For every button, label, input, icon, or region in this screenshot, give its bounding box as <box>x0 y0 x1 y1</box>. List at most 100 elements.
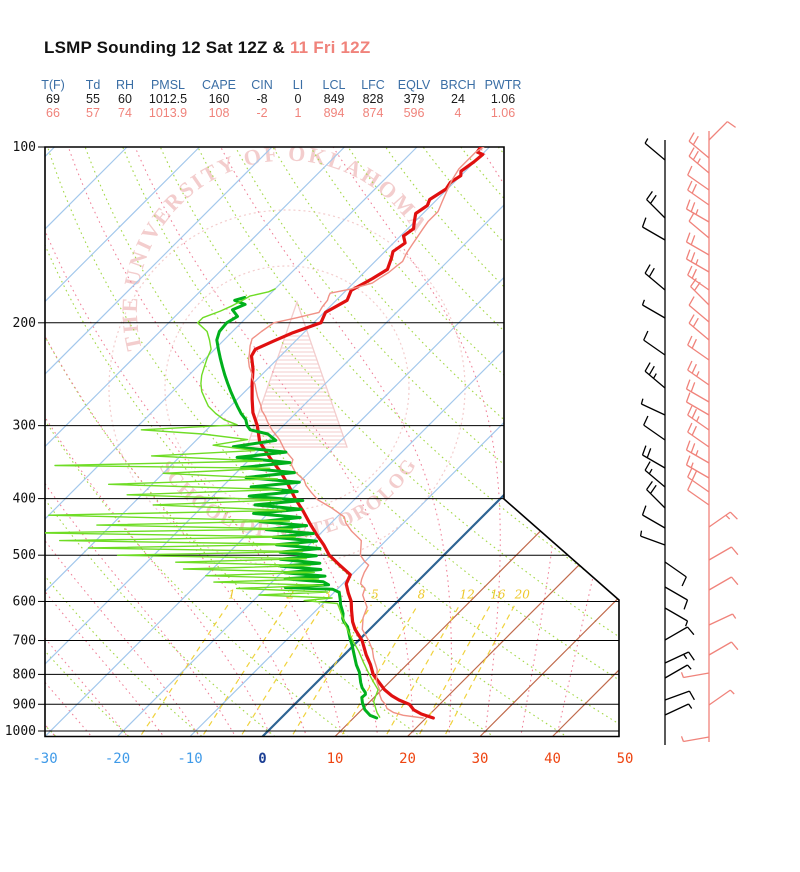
wind-barb <box>641 505 666 529</box>
pressure-tick-label: 200 <box>13 316 36 331</box>
wind-barb <box>685 232 710 256</box>
stats-table: T(F) Td RH PMSL CAPE CIN LI LCL LFC EQLV BRCH PWTR 6… <box>30 78 526 120</box>
page-title: LSMP Sounding 12 Sat 12Z & 11 Fri 12Z <box>44 38 370 58</box>
wind-barb <box>688 132 710 159</box>
pressure-lines: 100 200 300 400 500 600 700 800 900 1000 <box>5 140 619 739</box>
wind-barb <box>644 461 666 488</box>
mixing-ratio-label: 20 <box>514 588 531 602</box>
pressure-tick-label: 900 <box>13 697 36 712</box>
stat-header: CIN <box>251 78 273 92</box>
temp-tick-label: -10 <box>177 751 202 767</box>
stat-value: 69 <box>46 92 60 106</box>
watermark-text-top: THE UNIVERSITY OF OKLAHOMA <box>117 140 434 353</box>
stat-header: PWTR <box>484 78 522 92</box>
wind-barb <box>685 392 710 416</box>
wind-barb <box>641 217 666 241</box>
stat-header: T(F) <box>41 78 65 92</box>
pressure-tick-label: 400 <box>13 492 36 507</box>
wind-barb <box>641 299 666 319</box>
wind-barb <box>708 121 736 141</box>
wind-barb <box>664 703 693 716</box>
wind-barb <box>685 440 710 464</box>
pressure-tick-label: 100 <box>13 140 36 155</box>
watermark-seal: THE UNIVERSITY OF OKLAHOMASCHOOL OF METE… <box>45 140 466 567</box>
moist-adiabats <box>45 147 619 737</box>
wind-barb <box>664 626 695 641</box>
pressure-tick-label: 800 <box>13 667 36 682</box>
title-main: LSMP Sounding 12 Sat 12Z & <box>44 38 290 57</box>
wind-barb <box>646 481 666 509</box>
wind-barb <box>685 249 710 273</box>
stat-value: 379 <box>403 92 425 106</box>
mixing-ratio-lines <box>135 604 516 737</box>
stat-value: 1.06 <box>490 106 516 120</box>
wind-barb <box>685 199 710 223</box>
fri-dewpoint-trace <box>45 288 381 718</box>
wind-barb <box>664 607 689 627</box>
wind-barb <box>644 138 666 161</box>
stat-value: 108 <box>208 106 230 120</box>
sounding-traces <box>45 147 485 720</box>
stat-value: 1.06 <box>490 92 516 106</box>
stat-header: LCL <box>322 78 346 92</box>
wind-barb <box>708 546 739 561</box>
wind-barb <box>685 379 710 403</box>
wind-barb <box>643 330 666 356</box>
wind-barb <box>687 480 710 506</box>
pressure-tick-label: 500 <box>13 548 36 563</box>
mixing-ratio-label: 8 <box>418 588 426 602</box>
stat-value: 849 <box>323 92 345 106</box>
wind-barb <box>641 445 666 469</box>
stat-value: 24 <box>451 92 465 106</box>
watermark-hatch <box>248 335 346 445</box>
stat-value: 60 <box>118 92 132 106</box>
wind-barb <box>687 180 710 206</box>
wind-barb <box>687 422 710 448</box>
mixing-ratio-label: 16 <box>490 588 506 602</box>
temp-axis-labels: -30 -20 -10 0 10 20 30 40 50 <box>32 751 633 767</box>
temp-tick-label: -20 <box>105 751 130 767</box>
wind-barb <box>688 147 710 174</box>
stat-header: BRCH <box>440 78 476 92</box>
wind-barb <box>687 335 710 361</box>
wind-barb <box>687 405 710 431</box>
title-secondary: 11 Fri 12Z <box>289 38 371 57</box>
stat-value: 1012.5 <box>148 92 188 106</box>
stat-header: Td <box>85 78 101 92</box>
wind-barb <box>688 314 710 341</box>
stat-header: PMSL <box>150 78 186 92</box>
sat-winds-barbs <box>639 138 695 745</box>
temp-tick-label: 50 <box>617 751 634 767</box>
wind-barb <box>687 360 710 386</box>
mixing-ratio-label: 5 <box>371 588 379 602</box>
wind-barb <box>680 672 710 679</box>
wind-barb <box>687 165 710 191</box>
wind-barb <box>680 736 710 743</box>
stat-value: -2 <box>256 106 268 120</box>
pressure-tick-label: 1000 <box>5 724 36 739</box>
stat-value: 57 <box>86 106 100 120</box>
wind-barb <box>664 651 695 664</box>
wind-barb <box>644 264 666 291</box>
wind-barb <box>643 415 666 441</box>
stat-value: 66 <box>46 106 60 120</box>
temp-tick-label: 0 <box>258 751 266 767</box>
wind-barb <box>688 212 710 239</box>
sat-temperature-trace <box>249 147 485 720</box>
stat-value: 894 <box>323 106 345 120</box>
wind-barb <box>708 689 735 706</box>
stat-value: 874 <box>362 106 384 120</box>
wind-barb <box>687 467 710 493</box>
stat-header: RH <box>115 78 135 92</box>
temp-tick-label: -30 <box>32 751 57 767</box>
wind-barb <box>685 455 710 479</box>
stat-value: 74 <box>118 106 132 120</box>
temp-tick-label: 40 <box>544 751 561 767</box>
wind-barb <box>664 586 689 610</box>
pressure-tick-label: 600 <box>13 594 36 609</box>
wind-barb <box>688 296 710 323</box>
stat-value: 1013.9 <box>148 106 188 120</box>
pressure-tick-label: 300 <box>13 419 36 434</box>
